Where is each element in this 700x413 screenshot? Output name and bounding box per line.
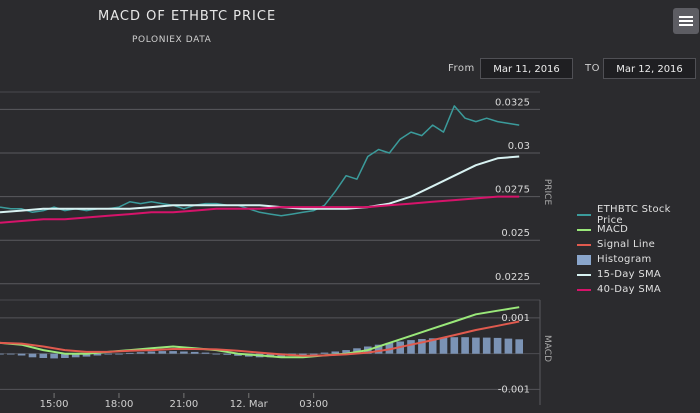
histogram-bar [504,338,513,354]
histogram-bar [93,353,102,356]
histogram-bar [126,352,134,354]
price-series-line [0,105,520,217]
histogram-bar [39,353,48,358]
menu-icon[interactable] [673,8,699,34]
histogram-bar [71,353,80,358]
price-tick-label: 0.0325 [495,97,530,108]
histogram-bar [190,351,199,354]
histogram-bar [212,353,221,355]
sma15-series-line [0,155,520,214]
histogram-bar [320,352,329,354]
histogram-bar [169,351,177,354]
histogram-bar [104,353,112,355]
x-tick-label: 03:00 [299,399,328,410]
range-from-input[interactable]: Mar 11, 2016 [480,58,573,79]
legend-item-macd[interactable]: MACD [577,222,700,237]
histogram-bar [158,351,167,354]
legend-item-sma40[interactable]: 40-Day SMA [577,282,700,297]
histogram-bar [50,353,58,359]
macd-tick-label: -0.001 [498,384,530,395]
histogram-bar [136,352,145,354]
histogram-bar [515,339,523,354]
histogram-bar [342,350,350,354]
legend-item-histogram[interactable]: Histogram [577,252,700,267]
macd-axis-label: MACD [542,335,552,362]
macd-tick-label: 0.001 [501,313,530,324]
legend-label-price: ETHBTC Stock Price [596,203,671,226]
sma40-series-line [0,195,520,224]
price-axis-label: PRICE [542,179,552,206]
histogram-bar [461,337,469,354]
legend-item-price[interactable]: ETHBTC Stock Price [577,204,700,226]
signal-series-line [0,320,520,357]
legend-item-sma15[interactable]: 15-Day SMA [577,267,700,282]
range-to-label: TO [585,63,600,74]
legend-label-sma40: 40-Day SMA [597,284,662,295]
legend-label-signal: Signal Line [597,239,656,250]
price-tick-label: 0.025 [501,228,530,239]
range-from-label: From [448,63,475,74]
histogram-bar [450,337,459,354]
legend-swatch-sma40 [577,288,591,291]
histogram-bar [7,353,15,355]
histogram-bar [418,339,426,354]
x-tick-label: 12. Mar [230,399,269,410]
histogram-bar [0,353,4,355]
legend-swatch-sma15 [577,273,591,276]
legend-label-macd: MACD [597,224,629,235]
histogram-bar [439,337,448,354]
legend-swatch-price [577,213,591,216]
chart-subtitle: POLONIEX DATA [132,35,212,45]
legend-item-signal[interactable]: Signal Line [577,237,700,252]
histogram-bar [482,337,491,354]
legend-swatch-histogram [577,254,591,265]
histogram-bar [234,353,242,356]
histogram-bar [428,338,437,354]
macd-series-line [0,306,520,359]
histogram-bar [374,344,383,354]
histogram-bar [331,351,340,354]
price-tick-label: 0.0275 [495,185,530,196]
histogram-bar [82,353,91,357]
legend-swatch-macd [577,228,591,231]
histogram-bar [309,353,318,355]
x-tick-label: 18:00 [105,399,134,410]
legend: ETHBTC Stock Price MACD Signal Line Hist… [577,204,700,297]
chart-title: MACD OF ETHBTC PRICE [98,9,277,24]
histogram-bar [472,337,480,354]
histogram-bar [28,353,37,358]
range-to-input[interactable]: Mar 12, 2016 [603,58,696,79]
price-tick-label: 0.03 [508,141,530,152]
histogram-bar [299,353,307,356]
histogram-bar [223,353,231,355]
histogram-bar [201,352,210,354]
histogram-bar [493,337,502,354]
price-tick-label: 0.0225 [495,272,530,283]
histogram-bar [61,353,69,358]
histogram-bar [407,340,415,354]
legend-label-histogram: Histogram [597,254,652,265]
legend-swatch-signal [577,243,591,246]
histogram-bar [180,351,188,354]
legend-label-sma15: 15-Day SMA [597,269,662,280]
histogram-bar [147,351,156,354]
x-tick-label: 21:00 [169,399,198,410]
histogram-bar [385,342,394,354]
histogram-bar [115,353,123,355]
x-tick-label: 15:00 [40,399,69,410]
histogram-bar [17,353,26,356]
